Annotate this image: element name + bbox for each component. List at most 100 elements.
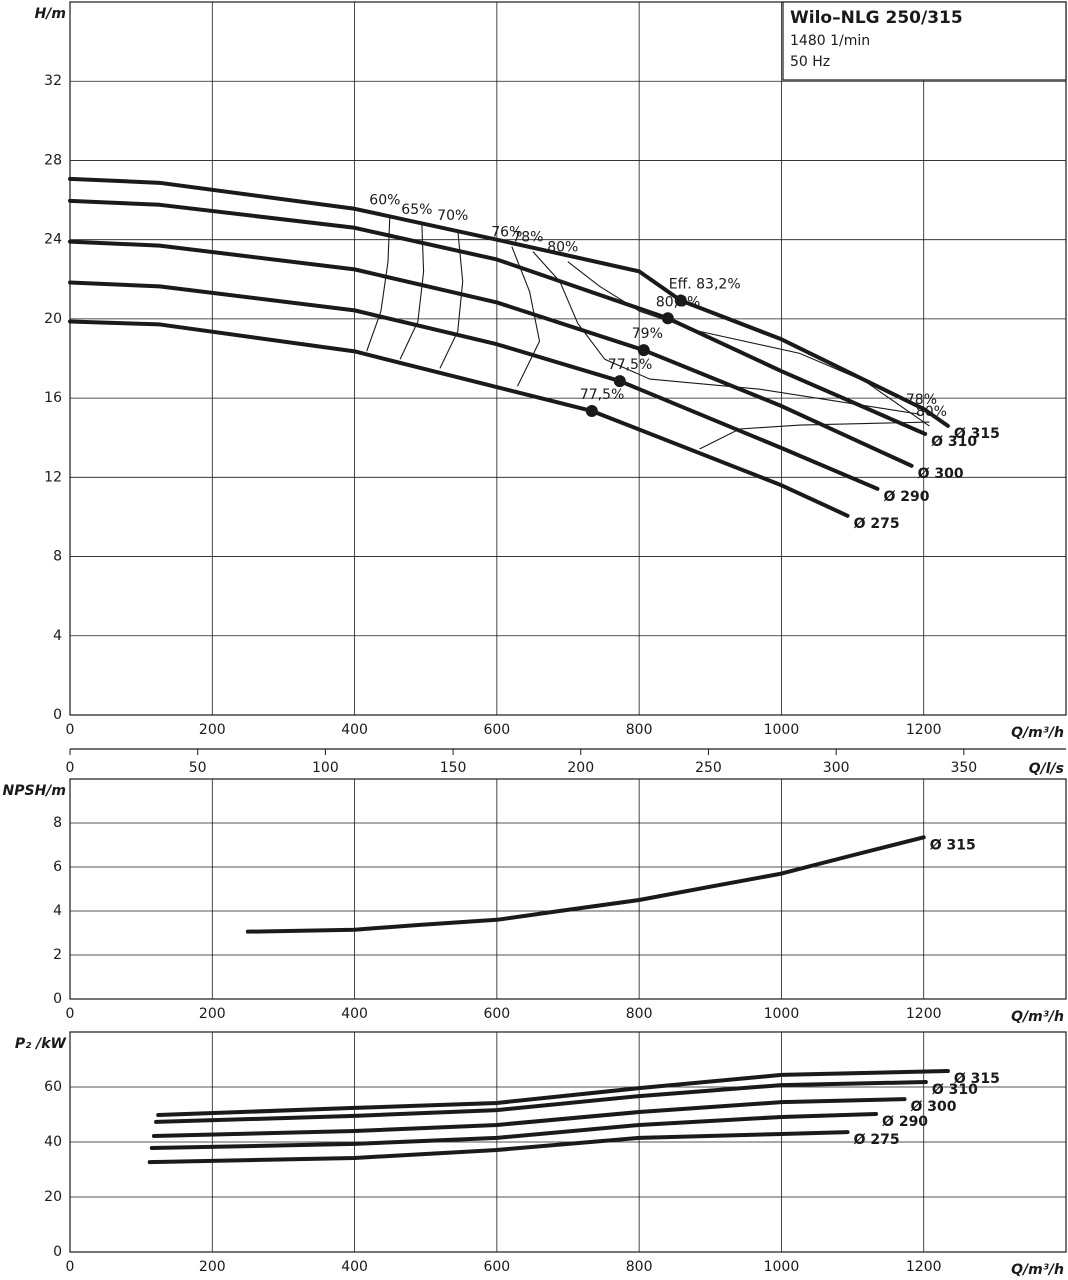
plot-frame [69,778,1067,1000]
efficiency-label: 78% [512,230,543,246]
x-tick-label: 1200 [906,722,942,738]
efficiency-label: 60% [369,193,400,209]
x-tick-label: 0 [66,1259,75,1275]
duty-point [585,404,598,417]
curve [68,280,880,491]
efficiency-line [399,223,425,360]
duty-point-label: 77,5% [580,387,624,403]
y-tick-label: 4 [53,628,62,644]
curve-label: Ø 315 [954,426,1000,442]
curve-label: Ø 315 [930,837,976,853]
x-tick-label: 400 [341,722,368,738]
x-tick-label: 600 [483,722,510,738]
x-tick-label: 0 [66,1006,75,1022]
x-tick-label: 600 [483,1259,510,1275]
x-tick-label: 0 [66,722,75,738]
y-tick-label: 28 [44,152,62,168]
y-tick-label: 8 [53,549,62,565]
curve-label: Ø 310 [931,434,977,450]
duty-point [637,344,650,357]
x-axis-label: Q/m³/h [1011,1262,1064,1278]
x-tick-label: 800 [626,1259,653,1275]
y-tick-label: 16 [44,390,62,406]
x-axis-label: Q/m³/h [1011,1009,1064,1025]
efficiency-line [699,421,930,450]
curve-label: Ø 315 [954,1071,1000,1087]
efficiency-label: 70% [437,208,468,224]
info-box [782,1,1067,81]
x2-tick-label: 300 [823,760,850,776]
y-tick-label: 0 [53,991,62,1007]
efficiency-line [366,214,391,352]
curve-label: Ø 290 [882,1114,928,1130]
curve [151,1097,907,1138]
x2-tick-label: 100 [312,760,339,776]
curve [245,835,926,934]
y-tick-label: 0 [53,1244,62,1260]
duty-point-label: 77,5% [608,357,652,373]
chart-title: Wilo–NLG 250/315 [790,8,963,28]
x-tick-label: 800 [626,722,653,738]
y-axis-label: NPSH/m [3,783,66,799]
x2-tick-label: 250 [695,760,722,776]
curve [147,1130,850,1165]
x-tick-label: 800 [626,1006,653,1022]
x-tick-label: 400 [341,1259,368,1275]
y-tick-label: 0 [53,707,62,723]
y-tick-label: 8 [53,815,62,831]
x2-tick-label: 150 [440,760,467,776]
curve-label: Ø 275 [854,1132,900,1148]
curve-label: Ø 300 [918,466,964,482]
curve-label: Ø 310 [932,1082,978,1098]
y-axis-label: P₂ /kW [15,1036,67,1052]
curve-label: Ø 300 [911,1099,957,1115]
curve [149,1111,879,1151]
duty-point-label: 79% [632,326,663,342]
y-tick-label: 6 [53,859,62,875]
duty-point-label: 80,6% [656,294,700,310]
duty-point [613,375,626,388]
curve [68,319,850,518]
curve [68,239,914,468]
y-tick-label: 24 [44,232,62,248]
curve-label: Ø 290 [883,489,929,505]
y-tick-label: 20 [44,1189,62,1205]
efficiency-label: 76% [491,225,522,241]
y-tick-label: 4 [53,903,62,919]
y-tick-label: 60 [44,1079,62,1095]
curve [68,198,928,436]
efficiency-label: 65% [401,202,432,218]
x-tick-label: 600 [483,1006,510,1022]
x-tick-label: 200 [199,722,226,738]
x2-axis-label: Q/l/s [1029,761,1064,777]
x-tick-label: 400 [341,1006,368,1022]
duty-point [661,312,674,325]
y-tick-label: 32 [44,73,62,89]
y-tick-label: 40 [44,1134,62,1150]
duty-point [674,294,687,307]
x2-tick-label: 350 [950,760,977,776]
curve-label: Ø 275 [854,516,900,532]
x-tick-label: 200 [199,1259,226,1275]
x-axis-label: Q/m³/h [1011,725,1064,741]
curve [68,176,950,428]
efficiency-line [439,229,464,369]
y-tick-label: 12 [44,469,62,485]
x2-tick-label: 0 [66,760,75,776]
y-axis-label: H/m [35,6,66,22]
plot-frame [69,1,1067,716]
info-line: 50 Hz [790,54,830,70]
x-tick-label: 1200 [906,1006,942,1022]
x2-tick-label: 50 [189,760,207,776]
x2-tick-label: 200 [567,760,594,776]
curve [156,1069,950,1118]
x-tick-label: 200 [199,1006,226,1022]
x-tick-label: 1200 [906,1259,942,1275]
x-tick-label: 1000 [764,1006,800,1022]
y-tick-label: 2 [53,947,62,963]
duty-point-label: Eff. 83,2% [669,276,741,292]
info-line: 1480 1/min [790,33,870,49]
y-tick-label: 20 [44,311,62,327]
